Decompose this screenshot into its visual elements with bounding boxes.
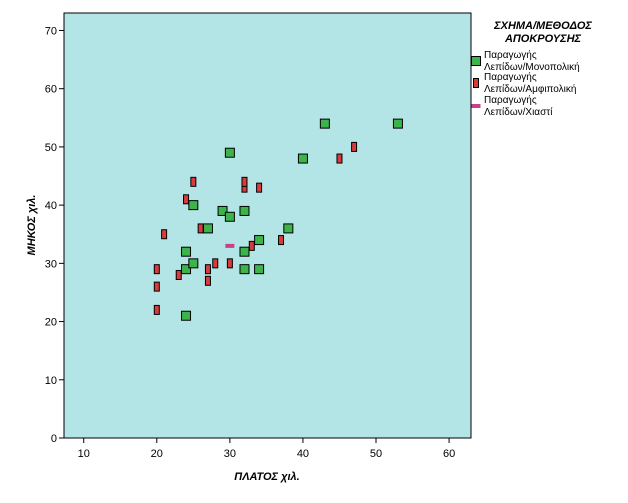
legend-label: Παραγωγής [484,94,537,106]
legend-title-line-1: ΣΧΗΜΑ/ΜΕΘΟΔΟΣ [493,20,592,32]
data-points [153,118,403,321]
data-point-series-1 [254,235,265,246]
data-point-series-1 [392,118,403,129]
y-tick-label: 70 [45,25,57,37]
x-axis: 10 20 30 40 50 60 [78,438,455,460]
legend-label: Λεπίδων/Χιαστί [484,106,553,118]
data-point-series-2 [161,229,168,240]
data-point-series-2 [153,281,160,292]
data-point-series-2 [248,240,255,251]
data-point-series-2 [351,141,358,152]
y-tick-label: 40 [45,200,57,212]
data-point-series-1 [181,246,192,257]
legend-label: Παραγωγής [484,49,537,61]
data-point-series-2 [153,264,160,275]
data-point-series-1 [188,258,199,269]
data-point-series-2 [336,153,343,164]
y-tick-label: 10 [45,375,57,387]
legend-label: Λεπίδων/Αμφιπολική [484,83,576,95]
x-tick-label: 60 [443,448,455,460]
data-point-series-2 [278,235,285,246]
legend-marker-series-1 [471,56,481,66]
data-point-series-2 [256,182,263,193]
data-point-series-1 [224,211,235,222]
data-point-series-2 [204,275,211,286]
plot-area [63,12,472,439]
data-point-series-1 [283,223,294,234]
legend-marker-series-3 [471,104,481,108]
legend-marker-series-2 [473,78,479,88]
x-tick-label: 50 [370,448,382,460]
legend-label: Λεπίδων/Μονοπολική [484,61,580,73]
data-point-series-1 [181,264,192,275]
data-point-series-1 [188,200,199,211]
data-point-series-2 [241,176,248,187]
y-tick-label: 20 [45,317,57,329]
data-point-series-1 [224,147,235,158]
x-axis-label: ΠΛΑΤΟΣ χιλ. [234,471,299,483]
data-point-series-2 [212,258,219,269]
y-tick-label: 60 [45,84,57,96]
data-point-series-1 [254,264,265,275]
y-tick-label: 30 [45,258,57,270]
data-point-series-2 [153,304,160,315]
x-tick-label: 10 [78,448,90,460]
data-point-series-2 [175,269,182,280]
data-point-series-2 [190,176,197,187]
y-tick-label: 50 [45,142,57,154]
y-axis-label: ΜΗΚΟΣ χιλ. [26,195,38,256]
legend: ΣΧΗΜΑ/ΜΕΘΟΔΟΣ ΑΠΟΚΡΟΥΣΗΣ ΠαραγωγήςΛεπίδω… [471,20,592,118]
x-tick-label: 20 [151,448,163,460]
data-point-series-1 [239,264,250,275]
y-axis: 0 10 20 30 40 50 60 70 [45,25,64,445]
data-point-series-2 [204,264,211,275]
data-point-series-1 [297,153,308,164]
legend-title-line-2: ΑΠΟΚΡΟΥΣΗΣ [504,33,582,45]
data-point-series-2 [183,194,190,205]
data-point-series-2 [197,223,204,234]
data-point-series-3 [225,243,235,248]
x-tick-label: 30 [224,448,236,460]
y-tick-label: 0 [51,433,57,445]
data-point-series-1 [319,118,330,129]
x-tick-label: 40 [297,448,309,460]
data-point-series-2 [226,258,233,269]
data-point-series-1 [239,246,250,257]
data-point-series-1 [217,205,228,216]
data-point-series-1 [239,205,250,216]
data-point-series-1 [181,310,192,321]
legend-label: Παραγωγής [484,71,537,83]
data-point-series-1 [202,223,213,234]
